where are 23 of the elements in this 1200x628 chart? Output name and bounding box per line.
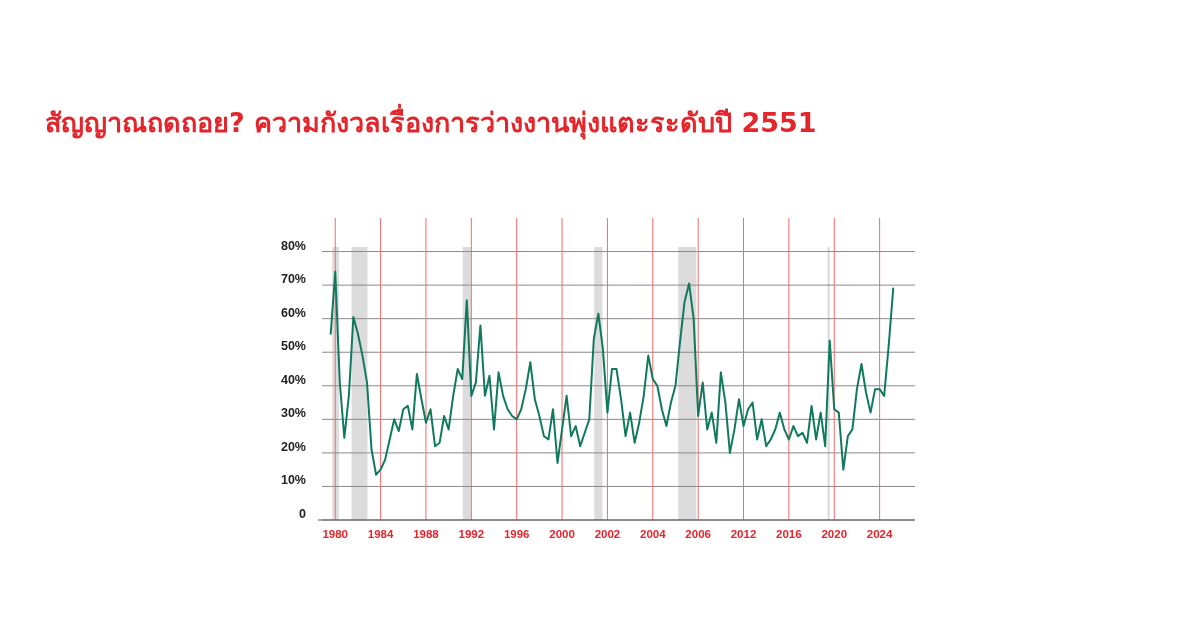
x-tick-label: 1980 (322, 528, 349, 540)
y-tick-label: 10% (280, 473, 306, 488)
x-tick-label: 1988 (413, 528, 440, 540)
x-tick-label: 2006 (685, 528, 711, 540)
x-tick-label: 2000 (549, 528, 575, 540)
x-tick-label: 1992 (458, 528, 485, 540)
x-tick-label: 2020 (821, 528, 848, 540)
x-tick-label: 2004 (639, 528, 667, 540)
x-tick-label: 1996 (503, 528, 530, 540)
chart-title: สัญญาณถดถอย? ความกังวลเรื่องการว่างงานพุ่งแตะระดับปี 2551 (45, 103, 817, 140)
y-tick-label: 50% (280, 339, 306, 354)
y-tick-label: 70% (280, 272, 306, 287)
y-tick-label: 80% (280, 238, 306, 253)
y-tick-label: 20% (280, 439, 306, 454)
x-tick-label: 1984 (367, 528, 394, 540)
x-tick-label: 2012 (730, 528, 757, 540)
y-tick-label: 30% (280, 406, 306, 421)
x-tick-label: 2024 (866, 528, 894, 540)
y-tick-label: 60% (280, 305, 306, 320)
y-tick-label: 0 (299, 507, 307, 521)
x-tick-label: 2016 (776, 528, 802, 540)
y-tick-label: 40% (280, 372, 306, 387)
x-tick-label: 2002 (594, 528, 621, 540)
